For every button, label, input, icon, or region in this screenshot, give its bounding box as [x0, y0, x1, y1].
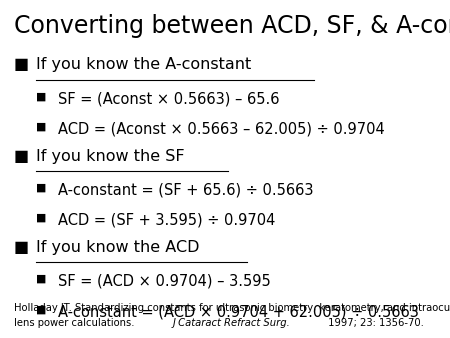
Text: Holladay JT. Standardizing constants for ultrasonic biometry, keratometry, and i: Holladay JT. Standardizing constants for…	[14, 303, 450, 313]
Text: A-constant = (SF + 65.6) ÷ 0.5663: A-constant = (SF + 65.6) ÷ 0.5663	[58, 183, 314, 197]
Text: SF = (ACD × 0.9704) – 3.595: SF = (ACD × 0.9704) – 3.595	[58, 274, 271, 289]
Text: If you know the ACD: If you know the ACD	[36, 240, 199, 255]
Text: ■: ■	[14, 57, 29, 72]
Text: SF = (Aconst × 0.5663) – 65.6: SF = (Aconst × 0.5663) – 65.6	[58, 91, 280, 106]
Text: ■: ■	[36, 304, 46, 314]
Text: A-constant = (ACD × 0.9704 + 62.005) ÷ 0.5663: A-constant = (ACD × 0.9704 + 62.005) ÷ 0…	[58, 304, 419, 319]
Text: ■: ■	[36, 183, 46, 193]
Text: If you know the A-constant: If you know the A-constant	[36, 57, 251, 72]
Text: If you know the SF: If you know the SF	[36, 149, 184, 164]
Text: Converting between ACD, SF, & A-constant: Converting between ACD, SF, & A-constant	[14, 14, 450, 38]
Text: 1997; 23: 1356-70.: 1997; 23: 1356-70.	[325, 318, 424, 328]
Text: ■: ■	[36, 274, 46, 284]
Text: ACD = (SF + 3.595) ÷ 0.9704: ACD = (SF + 3.595) ÷ 0.9704	[58, 213, 276, 228]
Text: ■: ■	[14, 149, 29, 164]
Text: ■: ■	[36, 91, 46, 101]
Text: J Cataract Refract Surg.: J Cataract Refract Surg.	[173, 318, 291, 328]
Text: lens power calculations.: lens power calculations.	[14, 318, 137, 328]
Text: ■: ■	[36, 213, 46, 223]
Text: ■: ■	[14, 240, 29, 255]
Text: ■: ■	[36, 122, 46, 132]
Text: ACD = (Aconst × 0.5663 – 62.005) ÷ 0.9704: ACD = (Aconst × 0.5663 – 62.005) ÷ 0.970…	[58, 122, 385, 137]
